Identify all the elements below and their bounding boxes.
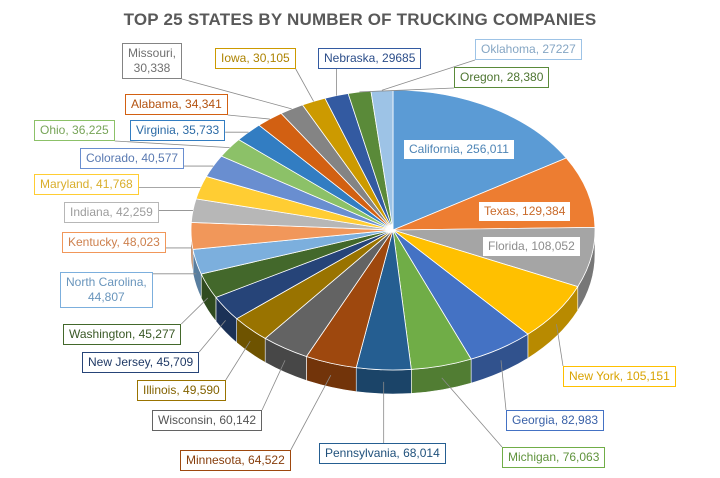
label-state-name: New Jersey [88,355,150,369]
label-state-name: Iowa [221,51,247,65]
data-label-colorado: Colorado, 40,577 [80,148,185,169]
label-state-name: Michigan [508,450,557,464]
data-label-indiana: Indiana, 42,259 [64,202,159,223]
label-value: 28,380 [506,70,544,84]
chart-title: TOP 25 STATES BY NUMBER OF TRUCKING COMP… [123,10,597,29]
label-value: 36,225 [72,123,109,137]
label-state-name: New York [569,369,620,383]
data-label-virginia: Virginia, 35,733 [130,120,226,141]
label-state-name: Wisconsin [158,413,213,427]
data-label-illinois: Illinois, 49,590 [137,380,226,401]
leader-line-minnesota [290,375,332,451]
data-label-wisconsin: Wisconsin, 60,142 [152,410,263,431]
leader-line-new-jersey [198,320,226,353]
label-value: 129,384 [522,204,566,218]
label-value: 82,983 [561,413,599,427]
label-value: 27227 [542,42,576,56]
label-value: 68,014 [403,446,440,460]
label-value: 108,052 [531,239,575,253]
label-value: 44,807 [88,290,125,304]
data-label-minnesota: Minnesota, 64,522 [180,450,291,471]
data-label-oklahoma: Oklahoma, 27227 [475,39,582,60]
label-value: 29685 [382,51,416,65]
label-state-name: Virginia [136,123,176,137]
label-value: 76,063 [562,450,600,464]
leader-line-illinois [225,340,251,381]
pie-slice-california [392,89,567,231]
label-state-name: Pennsylvania [325,446,397,460]
label-state-name: Illinois [143,383,177,397]
label-value: 45,277 [138,327,176,341]
label-state-name: Florida [488,239,525,253]
label-value: 45,709 [156,355,194,369]
label-state-name: Oklahoma [481,42,536,56]
label-value: 40,577 [141,151,179,165]
data-label-california: California, 256,011 [403,139,515,160]
data-label-michigan: Michigan, 76,063 [502,447,606,468]
label-state-name: Maryland [40,177,90,191]
label-state-name: Alabama [131,97,179,111]
label-value: 35,733 [182,123,220,137]
data-label-kentucky: Kentucky, 48,023 [62,232,166,253]
label-value: 42,259 [116,205,153,219]
label-value: 41,768 [96,177,133,191]
leader-line-iowa [295,68,314,102]
data-label-new-jersey: New Jersey, 45,709 [82,352,200,373]
data-label-pennsylvania: Pennsylvania, 68,014 [319,443,446,464]
data-label-washington: Washington, 45,277 [63,324,182,345]
label-state-name: Missouri, [128,46,177,60]
label-state-name: Texas [484,204,516,218]
label-state-name: Oregon [460,70,501,84]
label-value: 49,590 [183,383,220,397]
leader-line-ohio [114,140,230,149]
label-state-name: Colorado [86,151,135,165]
label-value: 256,011 [466,142,509,156]
data-label-north-carolina: North Carolina, 44,807 [60,272,153,308]
label-value: 30,338 [133,61,171,75]
label-value: 105,151 [626,369,670,383]
label-state-name: Nebraska [324,51,376,65]
data-label-florida: Florida, 108,052 [482,236,581,257]
label-value: 48,023 [123,235,160,249]
leader-line-washington [181,297,209,325]
label-state-name: Ohio [40,123,66,137]
data-label-texas: Texas, 129,384 [478,201,572,222]
label-state-name: Indiana [70,205,110,219]
label-value: 64,522 [248,453,285,467]
label-state-name: Kentucky [68,235,117,249]
label-state-name: North Carolina, [66,275,147,289]
leader-line-wisconsin [261,360,286,411]
label-state-name: California [409,142,460,156]
label-value: 30,105 [253,51,290,65]
label-value: 60,142 [219,413,257,427]
data-label-oregon: Oregon, 28,380 [454,67,550,88]
leader-line-oregon [359,87,455,93]
leader-line-missouri [181,78,292,110]
data-label-iowa: Iowa, 30,105 [215,48,296,69]
leader-line-georgia [500,360,507,411]
data-label-alabama: Alabama, 34,341 [125,94,228,115]
data-label-georgia: Georgia, 82,983 [506,410,605,431]
leader-line-oklahoma [381,59,476,91]
label-state-name: Minnesota [186,453,242,467]
data-label-missouri: Missouri, 30,338 [122,43,183,79]
data-label-nebraska: Nebraska, 29685 [318,48,422,69]
leader-line-alabama [227,114,270,120]
data-label-ohio: Ohio, 36,225 [34,120,115,141]
label-state-name: Georgia [512,413,555,427]
leader-line-new-york [556,324,564,367]
data-label-new-york: New York, 105,151 [563,366,676,387]
leader-line-michigan [441,377,503,448]
label-value: 34,341 [185,97,222,111]
label-state-name: Washington [69,327,132,341]
data-label-maryland: Maryland, 41,768 [34,174,139,195]
